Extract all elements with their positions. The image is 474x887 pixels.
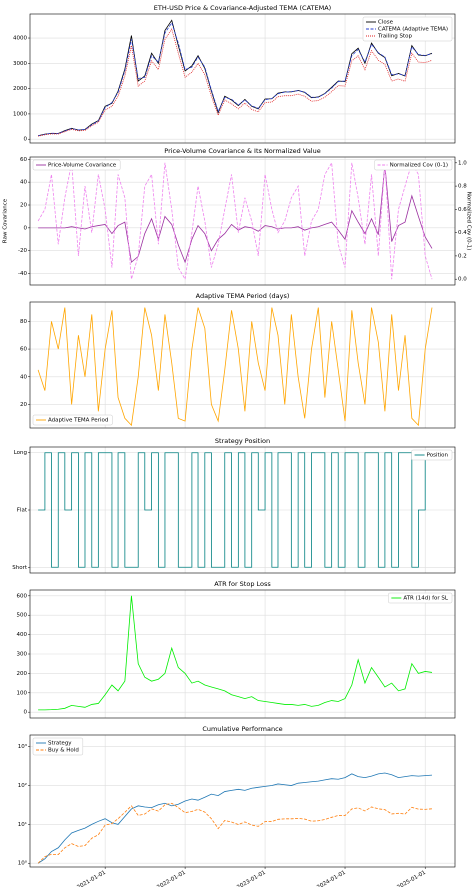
y-tick-label: 200 [17, 671, 28, 677]
panel-title: Adaptive TEMA Period (days) [196, 292, 290, 300]
legend-label: CATEMA (Adaptive TEMA) [378, 27, 448, 33]
panel-title: Price-Volume Covariance & Its Normalized… [164, 147, 320, 155]
y-tick-label: Flat [17, 508, 28, 514]
y-tick-label: 4000 [13, 36, 27, 42]
y-tick-label: Long [14, 450, 27, 456]
legend-label: Buy & Hold [48, 748, 79, 754]
y-tick-label: 40 [20, 180, 27, 186]
panel-title: Strategy Position [215, 437, 270, 445]
panel-title: ETH-USD Price & Covariance-Adjusted TEMA… [154, 4, 331, 12]
y-tick-label: 10² [18, 782, 27, 789]
y-tick-label: 0 [24, 137, 28, 143]
plot-frame [29, 156, 456, 286]
series-line [38, 595, 433, 711]
y-tick-label: 0 [24, 225, 28, 231]
y2-tick-label: 0.6 [458, 207, 467, 213]
legend: ATR (14d) for SL [388, 592, 453, 604]
legend-label: ATR (14d) for SL [403, 596, 449, 602]
series-line [38, 28, 433, 137]
x-tick-label: 2022-01-01 [156, 870, 187, 887]
panel-title: Cumulative Performance [202, 725, 282, 733]
y-tick-label: 3000 [13, 61, 27, 67]
y-tick-label: 10⁰ [18, 860, 28, 867]
y-tick-label: 40 [20, 374, 27, 380]
y-tick-label: -20 [18, 248, 27, 254]
legend-label: Trailing Stop [377, 34, 413, 40]
x-tick-label: 2024-01-01 [316, 870, 347, 887]
y-tick-label: 20 [20, 402, 27, 408]
legend: Normalized Cov (0-1) [374, 159, 453, 171]
y-tick-label: 60 [20, 347, 27, 353]
x-tick-label: 2025-01-01 [396, 870, 427, 887]
y-tick-label: 0 [24, 710, 28, 716]
y2-tick-label: 0.0 [458, 277, 467, 283]
y-tick-label: 2000 [13, 86, 27, 92]
legend: Adaptive TEMA Period [32, 414, 113, 426]
series-line [38, 21, 433, 137]
y-tick-label: -40 [18, 271, 27, 277]
legend-box [32, 414, 113, 426]
series-line [37, 161, 433, 281]
y2-tick-label: 0.4 [458, 230, 467, 236]
series-line [37, 307, 433, 427]
legend-label: Close [378, 20, 394, 26]
y-tick-label: 600 [17, 593, 28, 599]
legend-label: Strategy [48, 741, 72, 747]
legend-label: Price-Volume Covariance [48, 163, 117, 169]
x-tick-label: 2023-01-01 [236, 870, 267, 887]
legend-box [388, 592, 453, 604]
y-tick-label: 400 [17, 632, 28, 638]
y-tick-label: 80 [20, 319, 27, 325]
y2-tick-label: 0.2 [458, 253, 467, 259]
panel-title: ATR for Stop Loss [214, 580, 271, 588]
y-tick-label: Short [12, 565, 28, 571]
y2-tick-label: 0.8 [458, 184, 467, 190]
legend-label: Normalized Cov (0-1) [390, 163, 448, 169]
plot-frame [29, 13, 456, 144]
y2-axis-label: Normalized Cov (0-1) [466, 192, 472, 250]
series-line [37, 772, 433, 864]
legend-label: Position [427, 453, 449, 459]
x-tick-label: 2021-01-01 [76, 870, 107, 887]
legend: Price-Volume Covariance [32, 159, 121, 171]
legend-box [411, 449, 453, 461]
y-tick-label: 10³ [18, 743, 27, 750]
legend-box [32, 737, 84, 756]
plot-frame [29, 446, 456, 574]
y-tick-label: 20 [20, 203, 27, 209]
legend-box [374, 159, 453, 171]
series-line [37, 802, 433, 864]
y-tick-label: 100 [17, 690, 28, 696]
plot-frame [29, 589, 456, 719]
series-line [38, 452, 432, 568]
y-tick-label: 1000 [13, 111, 27, 117]
series-line [38, 164, 433, 264]
y2-tick-label: 1.0 [458, 160, 467, 166]
legend: Position [411, 449, 453, 461]
y-axis-label: Raw Covariance [3, 198, 9, 243]
plot-frame [29, 734, 456, 868]
legend-box [32, 159, 121, 171]
y-tick-label: 300 [17, 652, 28, 658]
plot-frame [29, 301, 456, 429]
legend-label: Adaptive TEMA Period [48, 418, 108, 424]
legend-box [362, 16, 453, 42]
y-tick-label: 500 [17, 613, 28, 619]
y-tick-label: 60 [20, 157, 27, 163]
y-tick-label: 10¹ [18, 821, 27, 828]
